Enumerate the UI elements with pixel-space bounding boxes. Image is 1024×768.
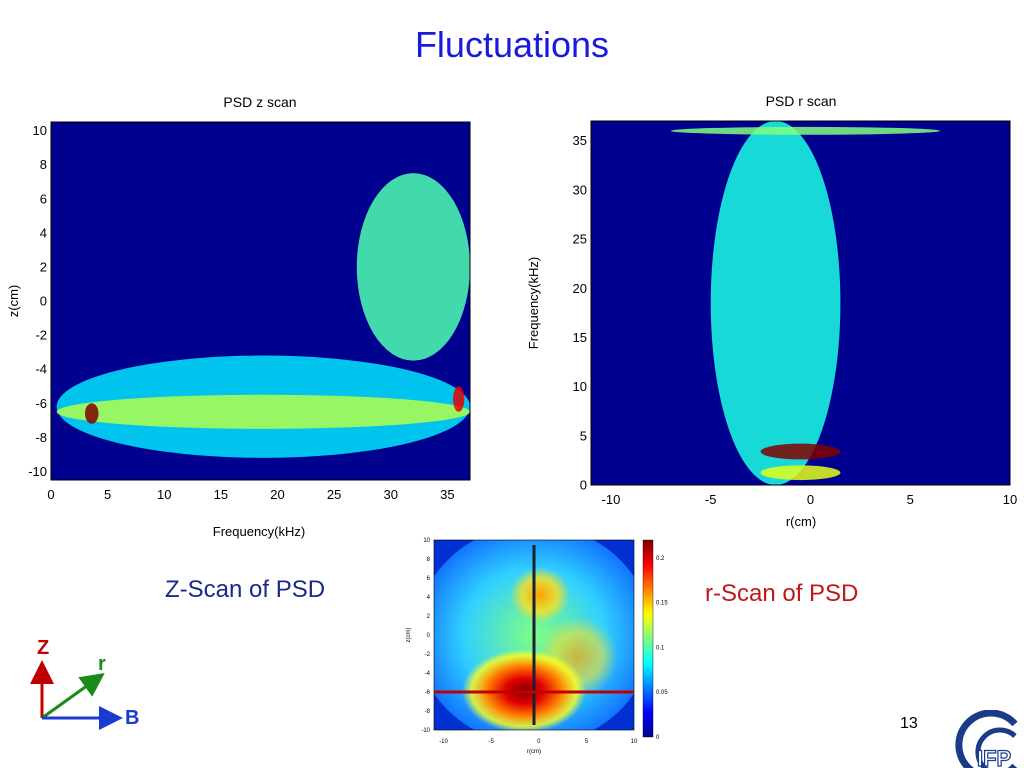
y-tick-label: 20 [573, 281, 587, 296]
y-tick-label: -2 [35, 328, 47, 343]
x-tick-label: 5 [104, 487, 111, 502]
r-axis-arrow [41, 673, 105, 720]
colorbar-tick-label: 0.1 [656, 645, 665, 651]
colorbar-tick-label: 0 [656, 735, 660, 741]
y-tick-label: 2 [427, 614, 431, 620]
x-tick-label: 10 [157, 487, 171, 502]
y-tick-label: -8 [35, 430, 47, 445]
edge-band-core-region [56, 394, 470, 429]
coordinate-axes-diagram: Z r B [30, 637, 139, 730]
x-tick-label: 5 [585, 739, 589, 745]
x-axis-label: Frequency(kHz) [213, 524, 305, 539]
colorbar [642, 539, 654, 738]
chart-title: PSD z scan [223, 94, 296, 110]
upper-region-region [356, 173, 470, 361]
colorbar-tick-label: 0.05 [656, 690, 668, 696]
36kHz-line-region [670, 126, 941, 135]
ifp-logo: IFP [955, 710, 1018, 768]
y-tick-label: -4 [425, 671, 431, 677]
z-scan-caption: Z-Scan of PSD [165, 576, 326, 603]
logo-outer-arc [955, 710, 1018, 768]
y-tick-label: 0 [40, 294, 47, 309]
x-tick-label: 20 [270, 487, 284, 502]
low-frequency-peak-region [760, 443, 841, 460]
x-tick-label: -10 [439, 739, 448, 745]
y-tick-label: 8 [40, 157, 47, 172]
x-tick-label: -5 [705, 492, 717, 507]
y-tick-label: -4 [35, 362, 47, 377]
psd-r-scan-chart: PSD r scan -10 -5 0 5 10 35 30 25 20 15 10 5 0 r(cm)… [526, 93, 1017, 529]
logo-text: IFP [977, 746, 1011, 768]
plot-frame [50, 121, 471, 481]
y-tick-label: 30 [573, 182, 587, 197]
x-tick-label: -10 [602, 492, 621, 507]
x-tick-label: 25 [327, 487, 341, 502]
y-tick-label: 4 [427, 595, 431, 601]
page-number: 13 [900, 715, 918, 732]
y-tick-label: 15 [573, 330, 587, 345]
r-scan-caption: r-Scan of PSD [705, 580, 859, 607]
y-axis-label: z(cm) [406, 628, 412, 643]
z-axis-label: Z [37, 637, 49, 659]
map-frame [433, 539, 635, 731]
colorbar-tick-label: 0.15 [656, 601, 668, 607]
x-axis-label: r(cm) [786, 514, 816, 529]
b-axis-label: B [125, 707, 139, 729]
y-tick-label: -6 [35, 396, 47, 411]
x-tick-label: 15 [214, 487, 228, 502]
y-tick-label: -10 [421, 728, 430, 734]
r-axis-label: r [98, 653, 106, 675]
y-tick-label: 0 [580, 478, 587, 493]
y-tick-label: 4 [40, 225, 47, 240]
x-tick-label: 0 [807, 492, 814, 507]
y-tick-label: 35 [573, 133, 587, 148]
y-tick-label: 5 [580, 428, 587, 443]
y-tick-label: 10 [423, 538, 430, 544]
psd-z-scan-chart: PSD z scan 0 5 10 15 20 25 30 351086420-2-4-6-8… [6, 94, 471, 539]
x-axis-label: r(cm) [527, 749, 541, 755]
plot-frame [590, 120, 1011, 486]
y-axis-label: z(cm) [6, 285, 21, 318]
y-axis-label: Frequency(kHz) [526, 257, 541, 349]
y-tick-label: 0 [427, 633, 431, 639]
y-tick-label: 6 [427, 576, 431, 582]
y-tick-label: -6 [425, 690, 431, 696]
x-tick-label: 5 [907, 492, 914, 507]
map-hot-spot [462, 649, 586, 730]
x-tick-label: 0 [47, 487, 54, 502]
x-tick-label: 30 [383, 487, 397, 502]
map-upper-warm-spot [510, 567, 570, 623]
hot-spot-3.5kHz-region [84, 403, 99, 424]
y-tick-label: 25 [573, 232, 587, 247]
x-tick-label: 10 [631, 739, 638, 745]
y-tick-label: -8 [425, 709, 431, 715]
x-tick-label: -5 [488, 739, 494, 745]
logo-inner-arc [975, 727, 1017, 768]
1kHz-band-region [760, 465, 841, 481]
colorbar-tick-label: 0.2 [656, 556, 665, 562]
x-tick-label: 35 [440, 487, 454, 502]
y-tick-label: 10 [33, 123, 47, 138]
y-tick-label: -2 [425, 652, 431, 658]
y-tick-label: 8 [427, 557, 431, 563]
central-column-region [710, 121, 841, 485]
x-tick-label: 10 [1003, 492, 1017, 507]
y-tick-label: 6 [40, 191, 47, 206]
chart-title: PSD r scan [766, 93, 837, 109]
y-tick-label: -10 [28, 464, 47, 479]
y-tick-label: 2 [40, 259, 47, 274]
slide-title: Fluctuations [414, 24, 610, 65]
hot-spot-36kHz-region [453, 386, 465, 412]
y-tick-label: 10 [573, 379, 587, 394]
x-tick-label: 0 [537, 739, 541, 745]
